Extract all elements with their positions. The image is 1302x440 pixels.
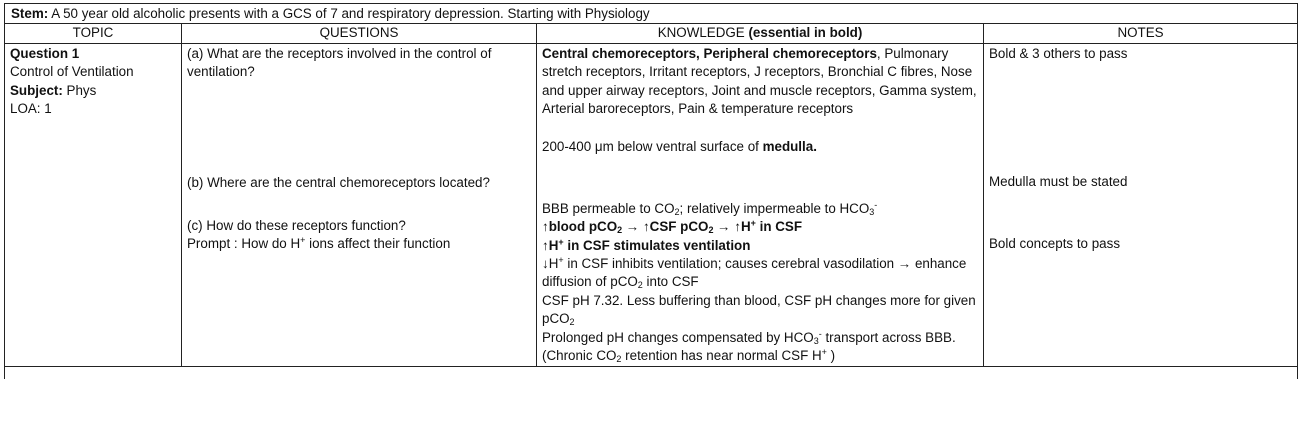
knowledge-c-line6: Prolonged pH changes compensated by HCO3… <box>542 329 978 366</box>
k-c4-sub: 2 <box>637 280 643 291</box>
knowledge-a: Central chemoreceptors, Peripheral chemo… <box>542 45 978 119</box>
knowledge-c-line2: ↑blood pCO2 → ↑CSF pCO2 → ↑H+ in CSF <box>542 218 978 236</box>
stem-text: A 50 year old alcoholic presents with a … <box>48 6 650 21</box>
knowledge-b-bold: medulla. <box>762 139 817 155</box>
header-knowledge: KNOWLEDGE (essential in bold) <box>536 23 984 44</box>
header-knowledge-bold: (essential in bold) <box>748 25 863 41</box>
question-a: (a) What are the receptors involved in t… <box>187 45 492 80</box>
stem-label: Stem: <box>11 6 49 21</box>
k-c6-sub: 3 <box>813 335 819 346</box>
k-c6-a: Prolonged pH changes compensated by HCO <box>542 329 814 345</box>
prompt-sup: + <box>300 235 306 246</box>
knowledge-b: 200-400 μm below ventral surface of medu… <box>542 138 978 156</box>
k-c4-a: ↓H <box>542 256 559 272</box>
prompt-post: ions affect their function <box>305 236 451 252</box>
stem-cell: Stem: A 50 year old alcoholic presents w… <box>3 2 1299 25</box>
header-questions: QUESTIONS <box>181 23 537 44</box>
k-c2-d: in CSF <box>755 219 803 235</box>
continuation-cell <box>3 365 1299 379</box>
subject-label: Subject: <box>10 82 63 98</box>
question-label: Question 1 <box>10 45 80 61</box>
question-c: (c) How do these receptors function? <box>187 218 406 234</box>
topic-cell: Question 1 Control of Ventilation Subjec… <box>4 42 182 367</box>
k-c6-sub2: 2 <box>616 354 622 365</box>
k-c1-b: ; relatively impermeable to HCO <box>679 200 870 216</box>
k-c2-c: → ↑H <box>713 219 751 235</box>
knowledge-cell: Central chemoreceptors, Peripheral chemo… <box>536 42 984 367</box>
continuation-row <box>3 365 1299 379</box>
knowledge-c-line1: BBB permeable to CO2; relatively imperme… <box>542 200 978 218</box>
k-c5-sub: 2 <box>569 317 575 328</box>
k-c4-sup: + <box>558 255 564 266</box>
question-b: (b) Where are the central chemoreceptors… <box>187 174 490 190</box>
knowledge-c-line4: ↓H+ in CSF inhibits ventilation; causes … <box>542 255 978 292</box>
subject-value: Phys <box>62 82 97 98</box>
notes-cell: Bold & 3 others to pass Medulla must be … <box>982 42 1299 367</box>
note-a: Bold & 3 others to pass <box>989 45 1128 61</box>
prompt-pre: Prompt : How do H <box>187 236 301 252</box>
k-c1-sup: - <box>874 199 878 210</box>
questions-cell: (a) What are the receptors involved in t… <box>181 42 537 367</box>
k-c3-sup: + <box>558 236 564 247</box>
knowledge-c-line3: ↑H+ in CSF stimulates ventilation <box>542 237 978 255</box>
k-c2-a: ↑blood pCO <box>542 219 618 235</box>
header-topic: TOPIC <box>4 23 182 44</box>
k-c1-a: BBB permeable to CO <box>542 200 675 216</box>
k-c1-sub2: 3 <box>869 206 875 217</box>
k-c6-b: transport across BBB. (Chronic CO <box>542 329 956 364</box>
k-c6-c: retention has near normal CSF H <box>621 348 822 364</box>
k-c2-sub: 2 <box>617 225 623 236</box>
header-notes: NOTES <box>982 23 1299 44</box>
knowledge-a-bold: Central chemoreceptors, Peripheral chemo… <box>542 45 877 61</box>
k-c1-sub: 2 <box>674 206 680 217</box>
k-c2-b: → ↑CSF pCO <box>622 219 709 235</box>
viva-table-sheet: Stem: A 50 year old alcoholic presents w… <box>3 2 1299 439</box>
k-c6-d: ) <box>826 348 836 364</box>
k-c5-a: CSF pH 7.32. Less buffering than blood, … <box>542 292 976 327</box>
k-c2-sub2: 2 <box>708 225 714 236</box>
k-c4-c: into CSF <box>642 274 699 290</box>
knowledge-a-rest: , Pulmonary stretch receptors, Irritant … <box>542 45 977 117</box>
viva-table: Stem: A 50 year old alcoholic presents w… <box>3 2 1299 379</box>
topic-name: Control of Ventilation <box>10 64 134 80</box>
k-c2-sup: + <box>750 218 756 229</box>
k-c6-sup2: + <box>821 347 827 358</box>
stem-row: Stem: A 50 year old alcoholic presents w… <box>3 2 1299 25</box>
header-knowledge-main: KNOWLEDGE <box>657 25 749 41</box>
note-b: Medulla must be stated <box>989 174 1128 190</box>
knowledge-c-line5: CSF pH 7.32. Less buffering than blood, … <box>542 292 978 329</box>
header-row: TOPIC QUESTIONS KNOWLEDGE (essential in … <box>4 23 1299 44</box>
topic-subject: Subject: Phys <box>10 82 176 100</box>
k-c3-b: in CSF stimulates ventilation <box>563 237 751 253</box>
note-c: Bold concepts to pass <box>989 235 1121 251</box>
question-row: Question 1 Control of Ventilation Subjec… <box>4 42 1299 367</box>
question-c-prompt: Prompt : How do H+ ions affect their fun… <box>187 235 531 253</box>
k-c6-sup: - <box>818 328 822 339</box>
k-c3-a: ↑H <box>542 237 559 253</box>
topic-loa: LOA: 1 <box>10 101 52 117</box>
k-c4-b: in CSF inhibits ventilation; causes cere… <box>542 256 967 290</box>
knowledge-b-pre: 200-400 μm below ventral surface of <box>542 139 763 155</box>
